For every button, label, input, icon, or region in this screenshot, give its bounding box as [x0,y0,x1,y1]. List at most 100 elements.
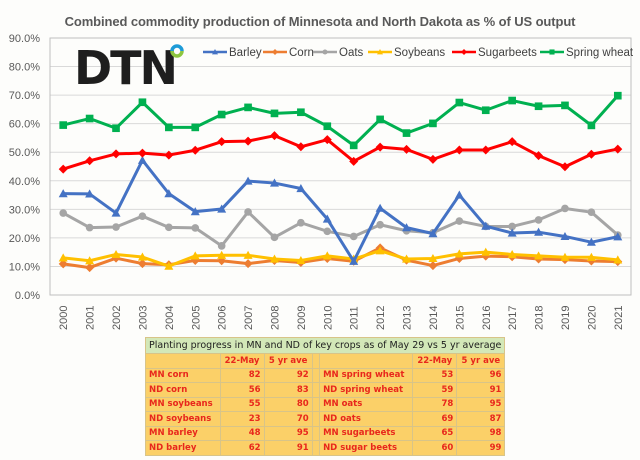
data-point [402,223,412,232]
y-tick-label: 20.0% [9,233,40,245]
data-point [58,189,68,198]
x-tick-label: 2020 [586,306,598,330]
data-point [111,208,121,217]
data-point [137,155,147,164]
cell-current-right: 78 [412,396,458,412]
y-tick-label: 30.0% [9,204,40,216]
legend-item: Barley [203,47,262,59]
cell-spacer [311,367,321,383]
table-row: MN soybeans 55 80 MN oats 78 95 [145,396,506,412]
data-point [269,254,279,263]
cell-avg-left: 70 [263,411,313,427]
header-avg-right: 5 yr ave [456,353,506,369]
data-point [112,223,120,231]
x-tick-label: 2003 [137,306,149,330]
x-tick-label: 2013 [402,306,414,330]
y-tick-label: 90.0% [9,33,40,45]
data-point [534,251,544,260]
data-point [58,253,68,262]
data-point [138,98,147,107]
data-point [323,122,332,131]
data-point [322,214,332,223]
y-tick-label: 50.0% [9,147,40,159]
legend-marker-icon [461,49,467,55]
data-point [322,135,332,145]
legend-marker-icon [322,49,328,55]
data-point [297,108,305,117]
header-blank [145,353,221,369]
data-point [137,148,147,158]
data-point [191,224,200,232]
x-tick-label: 2016 [481,306,493,330]
header-date-left: 22-May [219,353,265,369]
data-point [190,251,200,260]
chart-title: Combined commodity production of Minneso… [64,14,576,29]
cell-spacer [311,425,321,441]
data-point [613,91,622,100]
cell-current-right: 59 [412,382,458,398]
legend-label: Soybeans [394,47,445,59]
data-point [534,216,543,224]
data-point [270,109,279,118]
series-line [63,249,618,268]
data-point [534,227,544,236]
cell-current-right: 65 [412,425,458,441]
data-point [402,254,412,263]
data-point [190,145,200,155]
legend-item: Spring wheat [540,47,634,59]
table-row: ND corn 56 83 ND spring wheat 59 91 [145,382,506,398]
series-oats [59,204,622,250]
cell-avg-right: 96 [456,367,506,383]
dtn-logo-ring-icon [170,44,184,58]
x-tick-label: 2009 [296,306,308,330]
legend-item: Sugarbeets [452,47,537,59]
data-point [243,136,253,146]
data-point [349,156,359,166]
legend-label: Corn [289,47,314,59]
data-point [560,162,570,172]
series-line [62,206,619,248]
data-point [296,255,306,265]
series-spring-wheat [59,91,622,150]
y-tick-label: 0.0% [15,290,40,302]
cell-current-left: 62 [219,440,265,456]
data-point [164,150,174,160]
data-point [85,256,95,265]
y-tick-label: 70.0% [9,90,40,102]
data-point [85,223,94,232]
data-point [428,261,438,271]
data-point [586,237,596,246]
data-point [428,154,438,164]
data-point [402,144,412,154]
data-point [375,142,385,152]
legend-marker-icon [549,49,555,55]
data-point [613,144,623,154]
cell-avg-left: 80 [263,396,313,412]
data-point [534,102,543,111]
gridlines [50,66,631,267]
data-point [244,103,252,112]
cell-crop-right: MN oats [319,396,414,412]
cell-crop-right: ND sugar beets [319,440,414,456]
table-row: MN corn 82 92 MN spring wheat 53 96 [145,367,506,383]
header-avg-left: 5 yr ave [263,353,313,369]
data-point [138,212,147,221]
header-spacer [311,353,321,369]
legend-label: Barley [229,47,262,59]
cell-current-left: 82 [219,367,265,383]
x-tick-label: 2004 [164,306,176,330]
cell-crop-left: ND barley [145,440,221,456]
data-point [349,256,359,265]
data-point [613,255,623,264]
data-point [85,156,95,166]
data-point [376,115,384,124]
x-tick-label: 2010 [322,306,334,330]
data-point [111,149,121,159]
data-point [586,149,596,159]
data-point [58,164,68,174]
data-point [269,131,279,141]
cell-avg-right: 99 [456,440,506,456]
cell-avg-right: 91 [456,382,506,398]
y-tick-label: 10.0% [9,261,40,273]
data-point [217,250,227,259]
